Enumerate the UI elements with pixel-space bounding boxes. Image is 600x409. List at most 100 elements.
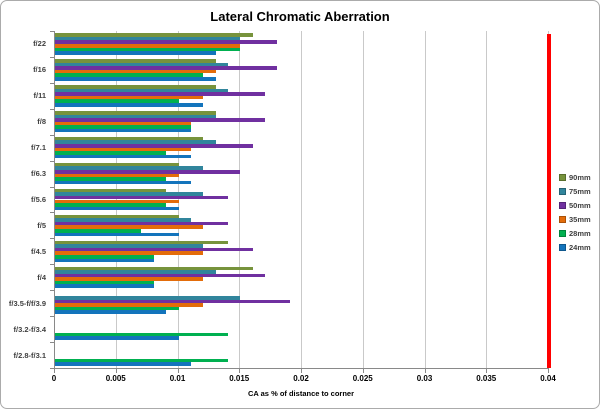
chart-title: Lateral Chromatic Aberration <box>210 9 390 24</box>
legend-item: 75mm <box>559 187 591 196</box>
x-axis-tick <box>239 369 241 373</box>
bar <box>55 229 142 233</box>
y-axis-tick <box>50 108 54 110</box>
bar <box>55 195 228 200</box>
x-axis-tick <box>54 369 55 373</box>
y-axis-tick <box>50 160 54 162</box>
reference-line <box>547 34 551 368</box>
bar <box>55 218 191 222</box>
bar <box>55 66 278 70</box>
category-label: f/7.1 <box>30 143 46 153</box>
bar <box>55 303 204 307</box>
category-label: f/22 <box>33 39 46 49</box>
x-tick-label: 0.04 <box>540 374 556 383</box>
gridline <box>239 31 241 368</box>
bar <box>55 95 204 100</box>
category-label: f/5.6 <box>30 195 46 204</box>
bar <box>55 280 154 285</box>
category-label: f/3.5-f/f/3.9 <box>8 298 46 308</box>
bar <box>55 118 265 122</box>
legend-label: 75mm <box>569 187 591 196</box>
gridline <box>301 31 302 368</box>
legend-item: 35mm <box>559 215 591 224</box>
bar <box>55 299 290 304</box>
bar <box>55 306 179 311</box>
y-axis-tick <box>50 316 54 318</box>
category-label: f/2.8-f/3.1 <box>13 350 46 360</box>
y-axis-tick <box>50 342 54 344</box>
x-axis-tick <box>301 369 302 373</box>
legend-item: 24mm <box>559 243 591 252</box>
bar <box>55 214 179 219</box>
bar <box>55 162 179 167</box>
x-axis-tick <box>115 369 117 373</box>
x-tick-label: 0.01 <box>169 374 186 383</box>
category-label: f/11 <box>33 91 46 101</box>
bar <box>55 169 241 174</box>
bar <box>55 284 154 289</box>
bar <box>55 251 204 255</box>
bar <box>55 114 216 119</box>
bar <box>55 203 167 207</box>
legend-swatch-icon <box>559 174 566 181</box>
bar <box>55 73 204 78</box>
bar <box>55 140 216 145</box>
bar <box>55 62 228 67</box>
bar <box>55 136 204 141</box>
bar <box>55 125 191 129</box>
bar <box>55 180 191 185</box>
legend-label: 24mm <box>569 243 591 252</box>
y-axis-tick <box>50 186 54 188</box>
bar <box>55 266 253 271</box>
bar <box>55 177 167 181</box>
bar <box>55 128 191 133</box>
category-label: f/16 <box>33 65 46 75</box>
bar <box>55 59 216 63</box>
legend-swatch-icon <box>559 244 566 251</box>
category-label: f/3.2-f/3.4 <box>13 324 46 334</box>
bar <box>55 33 253 37</box>
legend-swatch-icon <box>559 216 566 223</box>
bar <box>55 92 265 96</box>
legend-swatch-icon <box>559 230 566 237</box>
category-label: f/5 <box>37 220 46 230</box>
bar <box>55 254 154 259</box>
plot-area <box>54 31 551 369</box>
bar <box>55 51 216 55</box>
x-axis-tick <box>362 369 364 373</box>
bar <box>55 240 228 245</box>
bar <box>55 192 204 196</box>
bar <box>55 336 179 340</box>
bar <box>55 173 179 178</box>
bar <box>55 332 228 337</box>
bar <box>55 40 278 44</box>
legend-label: 90mm <box>569 173 591 182</box>
x-tick-label: 0.005 <box>105 374 126 383</box>
y-axis-tick <box>50 238 54 240</box>
bar <box>55 147 191 152</box>
bar <box>55 154 191 159</box>
category-label: f/8 <box>37 117 46 127</box>
bar <box>55 206 179 211</box>
y-axis-tick <box>50 290 54 292</box>
x-tick-label: 0 <box>51 374 57 383</box>
bar <box>55 358 228 363</box>
bar <box>55 221 228 226</box>
category-label: f/6.3 <box>30 169 46 179</box>
bar <box>55 270 216 274</box>
x-tick-label: 0.02 <box>293 374 309 383</box>
y-axis-tick <box>50 264 54 266</box>
x-axis-tick <box>177 369 179 373</box>
legend-item: 28mm <box>559 229 591 238</box>
bar <box>55 88 228 93</box>
bar <box>55 85 216 89</box>
x-axis-title: CA as % of distance to corner <box>248 389 354 398</box>
y-axis-tick <box>50 31 54 32</box>
bar <box>55 247 253 252</box>
bar <box>55 144 253 148</box>
legend-label: 35mm <box>569 215 591 224</box>
bar <box>55 188 167 193</box>
bar <box>55 69 216 74</box>
gridline <box>486 31 488 368</box>
x-axis-tick <box>486 369 488 373</box>
